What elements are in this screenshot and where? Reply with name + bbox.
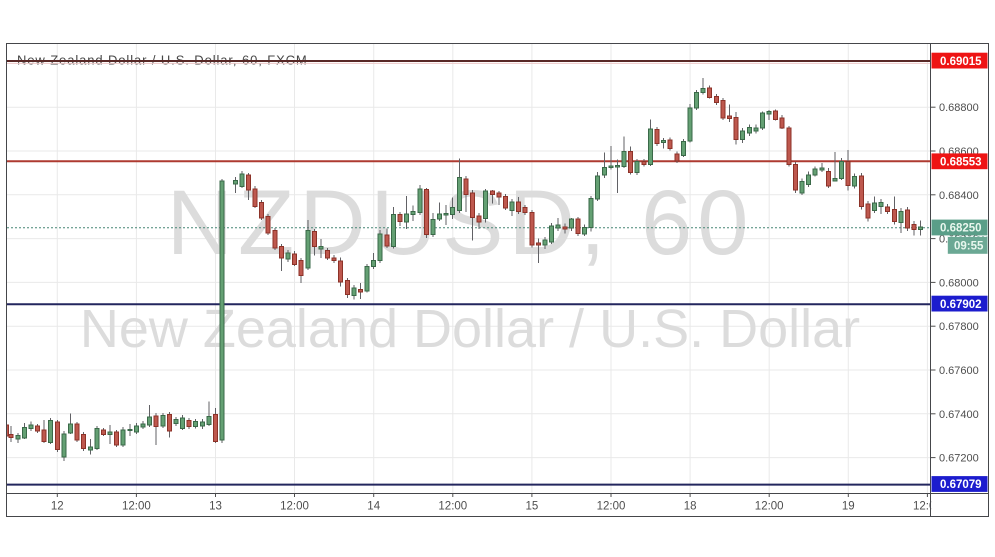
svg-text:18: 18 [684,501,697,513]
svg-text:0.67902: 0.67902 [940,299,982,311]
svg-text:19: 19 [842,501,855,513]
svg-text:09:55: 09:55 [954,241,984,253]
svg-text:12: 12 [51,501,64,513]
svg-text:New Zealand Dollar / U.S. Doll: New Zealand Dollar / U.S. Dollar [80,299,860,359]
svg-text:0.68800: 0.68800 [939,102,979,114]
svg-text:0.68000: 0.68000 [939,277,979,289]
svg-text:12:00: 12:00 [438,501,467,513]
svg-text:0.68250: 0.68250 [940,223,982,235]
svg-text:15: 15 [526,501,539,513]
svg-text:0.67079: 0.67079 [940,479,982,491]
svg-text:12:00: 12:00 [280,501,309,513]
svg-text:12:00: 12:00 [597,501,626,513]
svg-text:14: 14 [367,501,380,513]
svg-text:0.69015: 0.69015 [940,56,982,68]
svg-text:0.68553: 0.68553 [940,157,982,169]
svg-text:0.68400: 0.68400 [939,190,979,202]
svg-text:0.67600: 0.67600 [939,365,979,377]
svg-text:0.67800: 0.67800 [939,321,979,333]
svg-text:0.67400: 0.67400 [939,409,979,421]
svg-text:13: 13 [209,501,222,513]
svg-text:0.67200: 0.67200 [939,453,979,465]
svg-text:12:00: 12:00 [122,501,151,513]
svg-text:12:00: 12:00 [755,501,784,513]
